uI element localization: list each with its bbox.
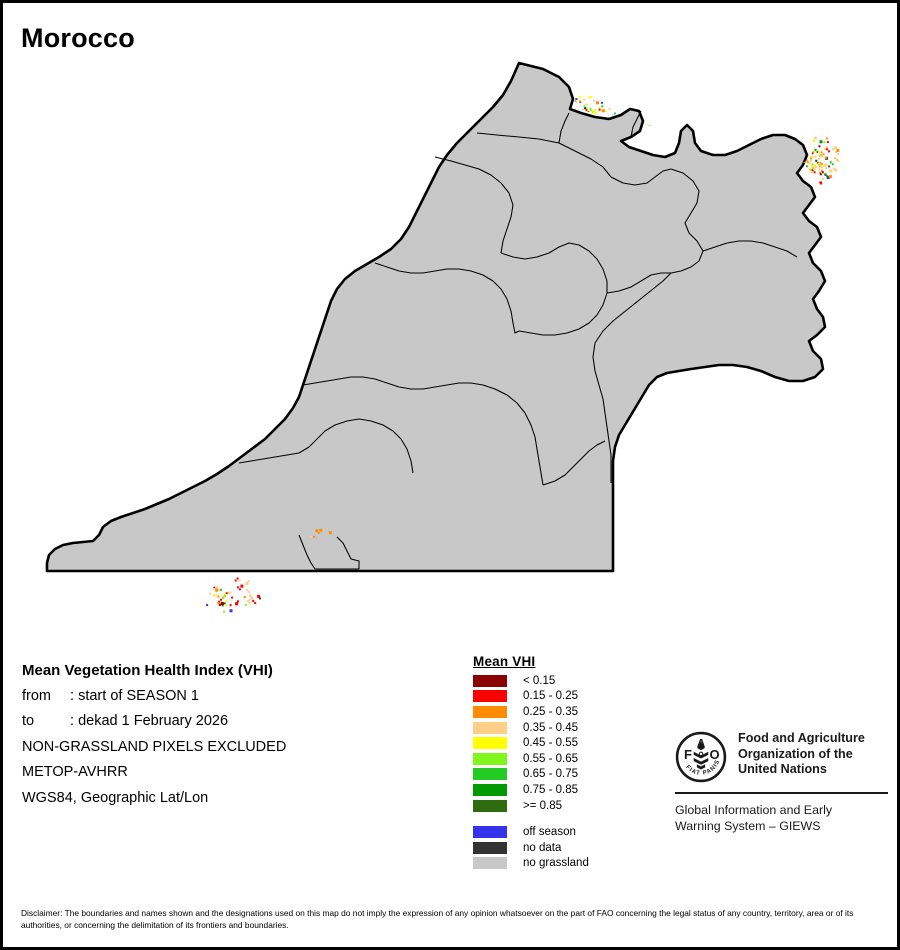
page-title: Morocco (21, 23, 135, 53)
legend-label: 0.15 - 0.25 (523, 690, 578, 703)
legend-row: 0.65 - 0.75 (473, 767, 589, 783)
fao-logo-icon: F A O FIAT PANIS (675, 731, 727, 783)
legend-class-list: < 0.15 0.15 - 0.25 0.25 - 0.35 0.35 - 0.45 0… (473, 673, 589, 813)
legend-label: no data (523, 841, 562, 854)
disclaimer-text: Disclaimer: The boundaries and names sho… (21, 908, 854, 930)
map-svg[interactable] (3, 51, 897, 636)
map-info-block: Mean Vegetation Health Index (VHI) from … (22, 658, 452, 811)
info-label-from: from (22, 687, 51, 704)
fao-organization-name: Food and Agriculture Organization of the… (738, 731, 865, 778)
legend-label: no grassland (523, 857, 589, 870)
fao-branding: F A O FIAT PANIS Food and Agriculture Or… (675, 731, 890, 834)
legend-row: >= 0.85 (473, 798, 589, 814)
map-legend: Mean VHI < 0.15 0.15 - 0.25 0.25 - 0.35 0.3… (473, 654, 589, 871)
legend-swatch (473, 737, 507, 750)
giews-line-1: Global Information and Early (675, 803, 833, 817)
land-group (45, 61, 827, 573)
legend-row: off season (473, 824, 589, 840)
legend-title: Mean VHI (473, 654, 536, 669)
fao-logo-letter-o: O (709, 747, 719, 762)
legend-label: 0.25 - 0.35 (523, 705, 578, 718)
info-value-to: : dekad 1 February 2026 (70, 713, 229, 729)
legend-label: < 0.15 (523, 674, 556, 687)
choropleth-map[interactable] (3, 51, 897, 636)
fao-logo-letter-f: F (684, 747, 692, 762)
info-value-from: : start of SEASON 1 (70, 687, 199, 704)
legend-label: off season (523, 826, 576, 839)
legend-label: 0.65 - 0.75 (523, 768, 578, 781)
fao-name-line-2: Organization of the (738, 746, 853, 761)
legend-label: 0.55 - 0.65 (523, 752, 578, 765)
legend-row: < 0.15 (473, 673, 589, 689)
legend-swatch (473, 674, 507, 687)
legend-label: 0.45 - 0.55 (523, 737, 578, 750)
legend-swatch (473, 721, 507, 734)
legend-swatch (473, 799, 507, 812)
legend-label: 0.35 - 0.45 (523, 721, 578, 734)
info-note-projection: WGS84, Geographic Lat/Lon (22, 789, 209, 806)
country-outline (45, 61, 827, 573)
legend-swatch (473, 783, 507, 796)
fao-divider (675, 792, 888, 794)
legend-row: 0.55 - 0.65 (473, 751, 589, 767)
giews-line-2: Warning System – GIEWS (675, 819, 821, 833)
fao-logo-letter-a: A (697, 737, 706, 751)
legend-spacer (473, 813, 589, 824)
info-note-mask: NON-GRASSLAND PIXELS EXCLUDED (22, 738, 287, 755)
legend-row: no grassland (473, 856, 589, 872)
legend-label: >= 0.85 (523, 799, 563, 812)
legend-row: no data (473, 840, 589, 856)
legend-swatch (473, 857, 507, 870)
legend-row: 0.15 - 0.25 (473, 689, 589, 705)
info-row-to: to : dekad 1 February 2026 (22, 709, 452, 735)
legend-swatch (473, 690, 507, 703)
info-label-to: to (22, 713, 35, 729)
fao-name-line-1: Food and Agriculture (738, 731, 865, 745)
legend-special-list: off season no data no grassland (473, 824, 589, 871)
info-heading: Mean Vegetation Health Index (VHI) (22, 662, 273, 679)
info-note-sensor: METOP-AVHRR (22, 764, 128, 780)
legend-row: 0.45 - 0.55 (473, 735, 589, 751)
legend-swatch (473, 841, 507, 854)
legend-row: 0.35 - 0.45 (473, 720, 589, 736)
giews-label: Global Information and Early Warning Sys… (675, 802, 890, 834)
legend-swatch (473, 826, 507, 839)
admin-boundaries (238, 110, 798, 570)
fao-name-line-3: United Nations (738, 762, 827, 776)
legend-swatch (473, 705, 507, 718)
legend-label: 0.75 - 0.85 (523, 783, 578, 796)
legend-swatch (473, 768, 507, 781)
legend-row: 0.75 - 0.85 (473, 782, 589, 798)
legend-row: 0.25 - 0.35 (473, 704, 589, 720)
legend-swatch (473, 752, 507, 765)
info-row-from: from : start of SEASON 1 (22, 684, 452, 710)
